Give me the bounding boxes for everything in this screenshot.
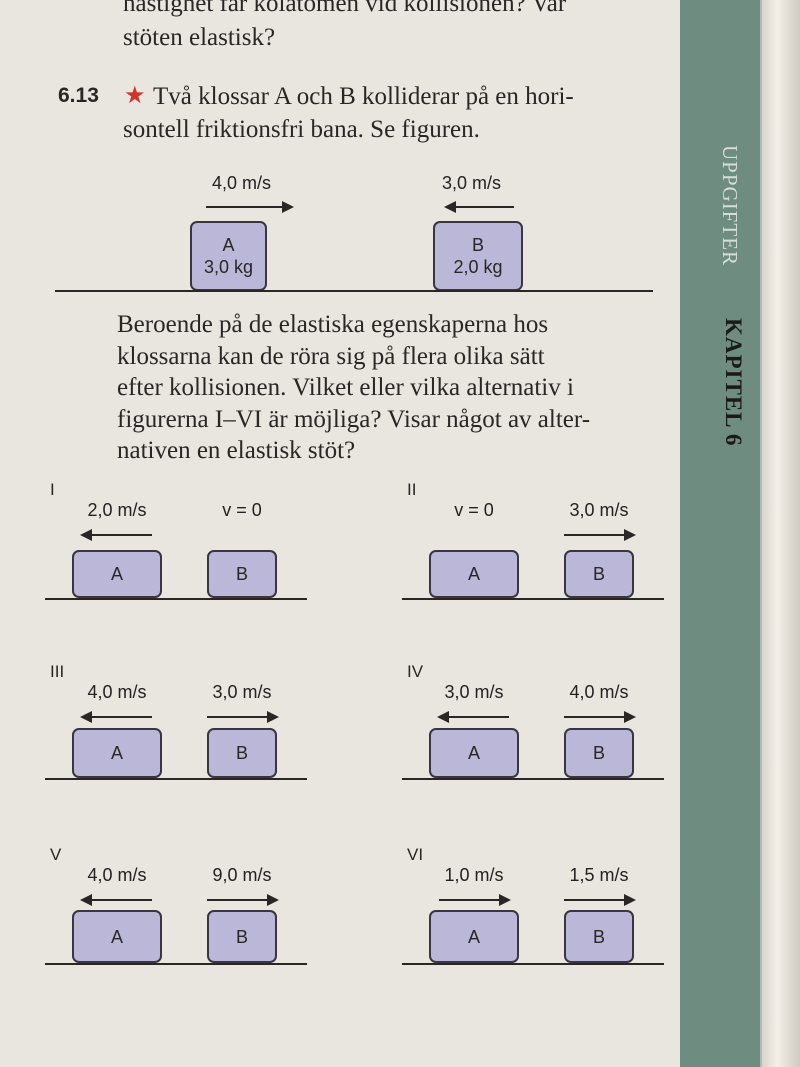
task-body-line: nativen en elastisk stöt? [117,437,356,464]
block-b: B [207,728,277,778]
block-name: A [110,564,123,584]
block-name: B [592,564,605,584]
block-a: A [429,550,519,598]
block-mass: 2,0 kg [453,257,503,277]
arrow-right-icon [439,894,511,906]
block-b: B [564,550,634,598]
velocity-label-a: 2,0 m/s [87,500,147,520]
block-b: B [207,910,277,963]
task-body-line: efter kollisionen. Vilket eller vilka al… [117,374,574,401]
velocity-label-b: v = 0 [222,500,262,520]
velocity-label-b: 4,0 m/s [569,682,629,702]
arrow-right-icon [564,711,636,723]
block-b: B [564,910,634,963]
block-name: B [592,743,605,763]
velocity-label-b: 1,5 m/s [569,865,629,885]
block-name: A [467,564,480,584]
arrow-right-icon [206,201,294,213]
velocity-label-a: v = 0 [454,500,494,520]
velocity-label-b: 3,0 m/s [569,500,629,520]
block-b: B 2,0 kg [433,221,523,291]
task-text-line: Två klossar A och B kolliderar på en hor… [153,83,574,110]
task-number: 6.13 [58,84,99,107]
block-a: A 3,0 kg [190,221,267,291]
block-name: B [235,564,248,584]
block-name: A [222,235,235,255]
velocity-label-b: 3,0 m/s [442,173,502,193]
page-edges [762,0,800,1067]
block-name: A [110,926,123,947]
arrow-left-icon [80,711,152,723]
track-ground-line [402,963,664,965]
block-mass: 3,0 kg [203,257,254,277]
alternative-label: VI [407,845,424,864]
block-name: B [471,235,484,255]
alternative-label: V [50,845,62,864]
block-name: A [110,743,123,763]
block-a: A [429,728,519,778]
arrow-right-icon [564,894,636,906]
velocity-label-a: 3,0 m/s [444,682,504,702]
task-body-line: Beroende på de elastiska egenskaperna ho… [117,311,549,338]
arrow-left-icon [80,894,152,906]
tab-edge-line [760,0,762,1067]
track-ground-line [55,290,653,292]
block-name: A [467,926,480,947]
track-ground-line [402,598,664,600]
track-ground-line [402,778,664,780]
arrow-right-icon [207,894,279,906]
block-a: A [429,910,519,963]
arrow-left-icon [80,529,152,541]
velocity-label-a: 1,0 m/s [444,865,504,885]
velocity-label-a: 4,0 m/s [212,173,272,193]
block-name: B [592,926,605,947]
star-icon: ★ [124,83,146,109]
velocity-label-a: 4,0 m/s [87,865,147,885]
chapter-side-tab [680,0,762,1067]
alternative-label: III [50,662,65,681]
block-name: A [467,743,480,763]
block-name: B [235,743,248,763]
block-b: B [564,728,634,778]
task-body-line: klossarna kan de röra sig på flera olika… [117,342,545,370]
side-tab-chapter: KAPITEL 6 [721,318,746,447]
alternative-label: I [50,480,55,499]
alternative-label: IV [407,662,424,681]
block-a: A [72,550,162,598]
block-a: A [72,910,162,963]
previous-task-line: hastighet får kolatomen vid kollisionen?… [123,0,567,17]
task-body-line: figurerna I–VI är möjliga? Visar något a… [117,405,591,433]
task-text-line: sontell friktionsfri bana. Se figuren. [123,116,480,143]
previous-task-line: stöten elastisk? [123,24,276,51]
track-ground-line [45,778,307,780]
side-tab-section: UPPGIFTER [718,145,742,267]
track-ground-line [45,598,307,600]
arrow-left-icon [444,201,514,213]
block-b: B [207,550,277,598]
arrow-right-icon [207,711,279,723]
block-name: B [235,926,248,947]
velocity-label-b: 9,0 m/s [212,865,272,885]
track-ground-line [45,963,307,965]
arrow-left-icon [437,711,509,723]
velocity-label-a: 4,0 m/s [87,682,147,702]
velocity-label-b: 3,0 m/s [212,682,272,702]
arrow-right-icon [564,529,636,541]
block-a: A [72,728,162,778]
alternative-label: II [407,480,417,499]
